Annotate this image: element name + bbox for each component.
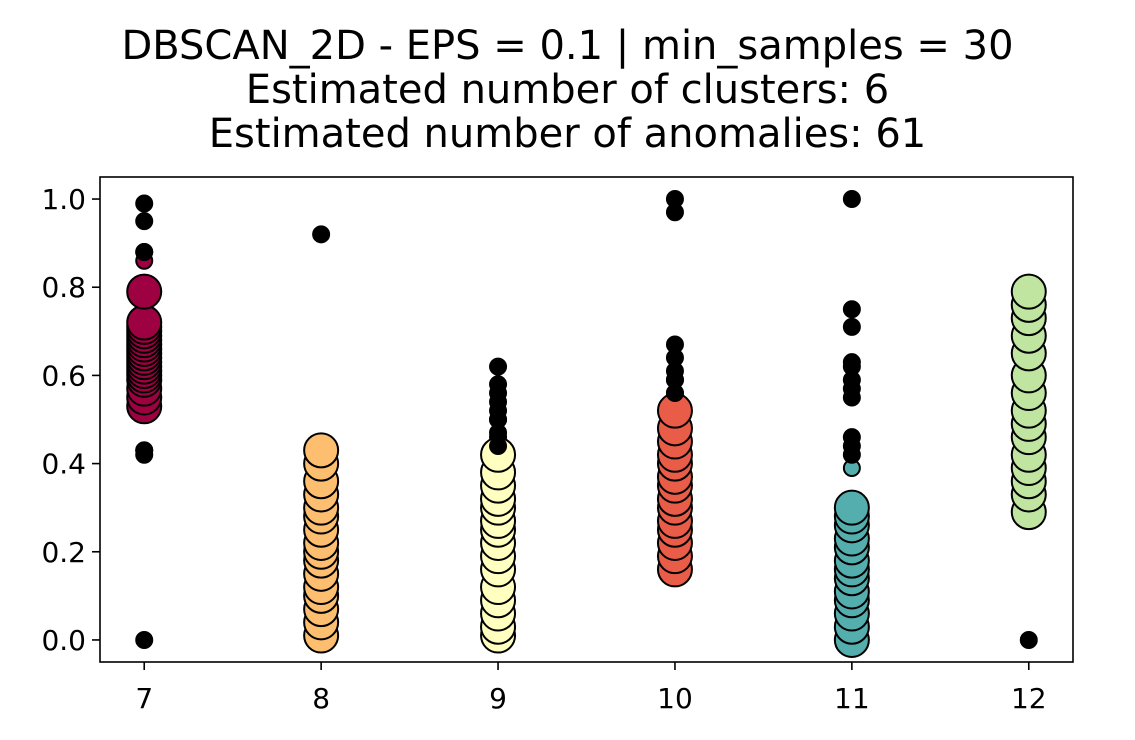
chart-axes: 7 8 9 10 11 12 0.0 0.2 0.4 0.6 0.8 1.0: [41, 183, 1046, 715]
anomaly-point: [842, 317, 861, 336]
anomaly-point: [842, 190, 861, 209]
cluster-0-core-point: [126, 304, 163, 341]
anomaly-point: [489, 357, 508, 376]
anomaly-point: [842, 428, 861, 447]
title-line-1: DBSCAN_2D - EPS = 0.1 | min_samples = 30: [121, 23, 1014, 69]
anomaly-point: [135, 212, 154, 231]
y-tick-label: 0.2: [41, 536, 86, 569]
anomaly-point: [842, 353, 861, 372]
x-tick-label: 11: [834, 682, 870, 715]
anomaly-point: [842, 300, 861, 319]
y-tick-label: 0.0: [41, 624, 86, 657]
anomaly-point: [135, 441, 154, 460]
cluster-5-core-point: [1010, 273, 1047, 310]
x-tick-label: 8: [312, 682, 330, 715]
x-tick-label: 9: [489, 682, 507, 715]
anomaly-point: [489, 375, 508, 394]
x-tick-label: 12: [1011, 682, 1047, 715]
anomaly-point: [312, 225, 331, 244]
plot-area-frame: [99, 176, 1074, 663]
y-tick-label: 0.4: [41, 448, 86, 481]
anomaly-point: [135, 242, 154, 261]
cluster-1-core-point: [303, 432, 340, 469]
cluster-4-core-point: [833, 489, 870, 526]
anomaly-point: [665, 190, 684, 209]
y-tick-label: 0.6: [41, 359, 86, 392]
cluster-0-core-point: [126, 273, 163, 310]
anomaly-point: [135, 194, 154, 213]
chart-marks: [126, 190, 1047, 658]
y-tick-label: 1.0: [41, 183, 86, 216]
title-line-2: Estimated number of clusters: 6: [245, 67, 890, 113]
anomaly-point: [135, 630, 154, 649]
x-tick-label: 10: [657, 682, 693, 715]
title-line-3: Estimated number of anomalies: 61: [208, 111, 927, 157]
chart-title: DBSCAN_2D - EPS = 0.1 | min_samples = 30…: [0, 0, 1135, 156]
y-tick-label: 0.8: [41, 271, 86, 304]
anomaly-point: [665, 335, 684, 354]
anomaly-point: [1019, 630, 1038, 649]
x-tick-label: 7: [135, 682, 153, 715]
